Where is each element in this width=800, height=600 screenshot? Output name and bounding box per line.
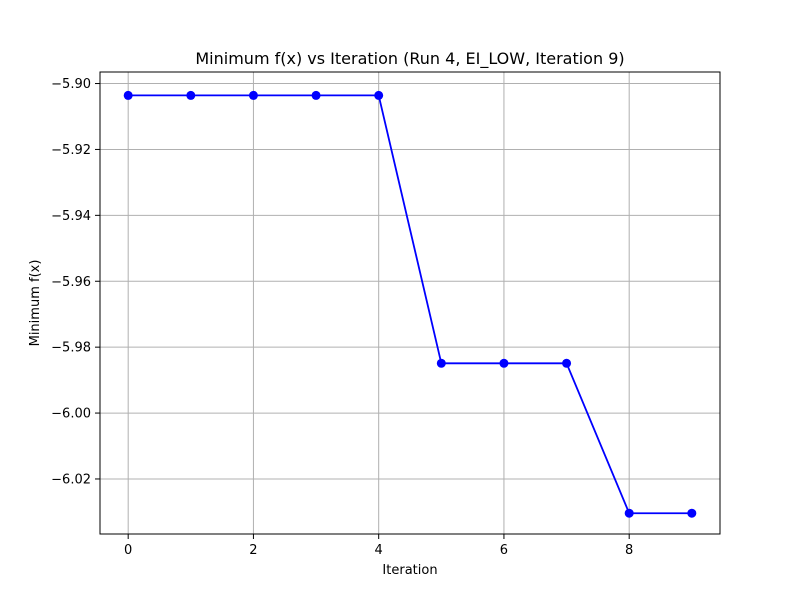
- data-point: [123, 90, 133, 100]
- y-axis-title: Minimum f(x): [28, 260, 43, 347]
- data-point: [374, 90, 384, 100]
- axis-ticks: 0 2 4 6 8 −5.90 −5.92 −5.94 −5.96 −5.98 −6.00 −6.02: [51, 77, 633, 558]
- y-tick-label: −5.92: [51, 143, 91, 158]
- data-point: [436, 358, 446, 368]
- data-point: [248, 90, 258, 100]
- x-axis-title: Iteration: [382, 563, 437, 578]
- data-point: [311, 90, 321, 100]
- series-line: [128, 94, 692, 515]
- y-tick-label: −5.94: [51, 209, 91, 224]
- y-tick-label: −5.90: [51, 77, 91, 92]
- x-tick-label: 6: [500, 543, 508, 558]
- y-tick-label: −6.02: [51, 472, 91, 487]
- x-tick-label: 8: [625, 543, 633, 558]
- y-tick-label: −5.98: [51, 341, 91, 356]
- x-tick-label: 4: [375, 543, 383, 558]
- data-series: [123, 90, 697, 518]
- grid-lines: [100, 72, 720, 534]
- data-point: [186, 90, 196, 100]
- data-point: [624, 508, 634, 518]
- chart-title: Minimum f(x) vs Iteration (Run 4, EI_LOW…: [195, 49, 624, 69]
- x-tick-label: 0: [124, 543, 132, 558]
- y-tick-label: −6.00: [51, 407, 91, 422]
- x-tick-label: 2: [249, 543, 257, 558]
- data-point: [562, 358, 572, 368]
- y-tick-label: −5.96: [51, 275, 91, 290]
- plot-area-frame: [99, 71, 721, 535]
- data-point: [499, 358, 509, 368]
- data-point: [687, 508, 697, 518]
